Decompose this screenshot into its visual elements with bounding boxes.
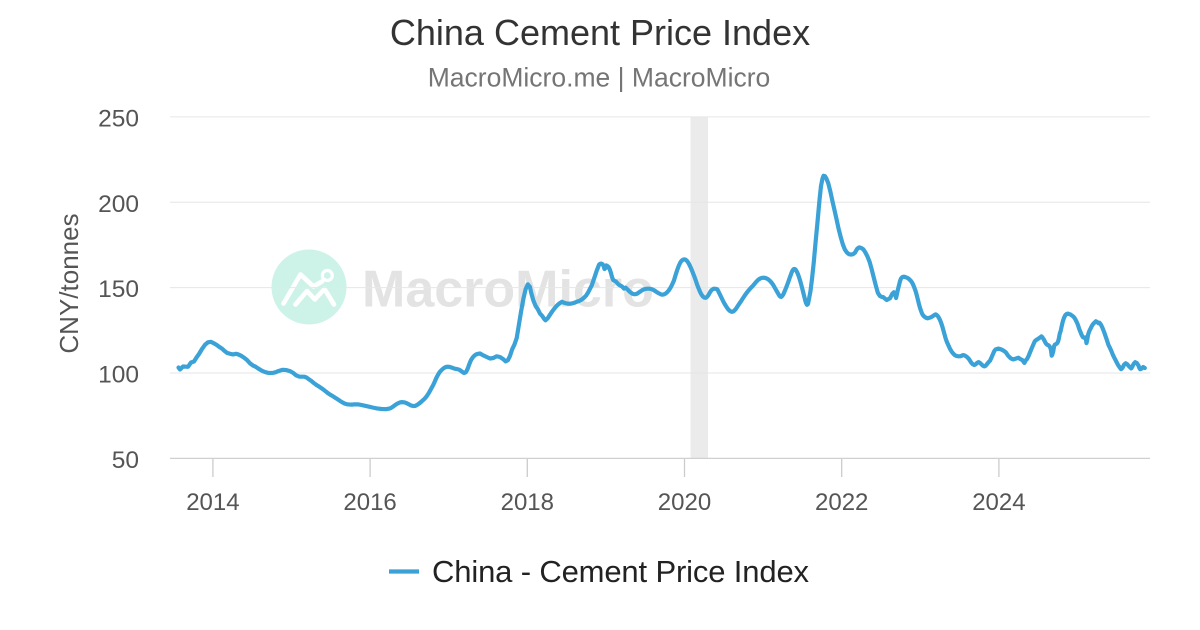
svg-text:CNY/tonnes: CNY/tonnes: [54, 213, 84, 353]
svg-text:2022: 2022: [815, 489, 868, 516]
svg-text:2020: 2020: [658, 489, 711, 516]
svg-text:100: 100: [98, 362, 139, 389]
svg-text:250: 250: [98, 106, 139, 133]
svg-text:150: 150: [98, 276, 139, 303]
svg-text:MacroMicro.me | MacroMicro: MacroMicro.me | MacroMicro: [428, 63, 771, 93]
svg-text:2016: 2016: [343, 489, 396, 516]
svg-text:2014: 2014: [186, 489, 239, 516]
svg-text:2024: 2024: [972, 489, 1025, 516]
svg-text:200: 200: [98, 191, 139, 218]
svg-text:China - Cement Price Index: China - Cement Price Index: [432, 554, 810, 589]
svg-text:2018: 2018: [501, 489, 554, 516]
svg-text:China Cement Price Index: China Cement Price Index: [390, 12, 810, 53]
svg-text:50: 50: [112, 447, 139, 474]
